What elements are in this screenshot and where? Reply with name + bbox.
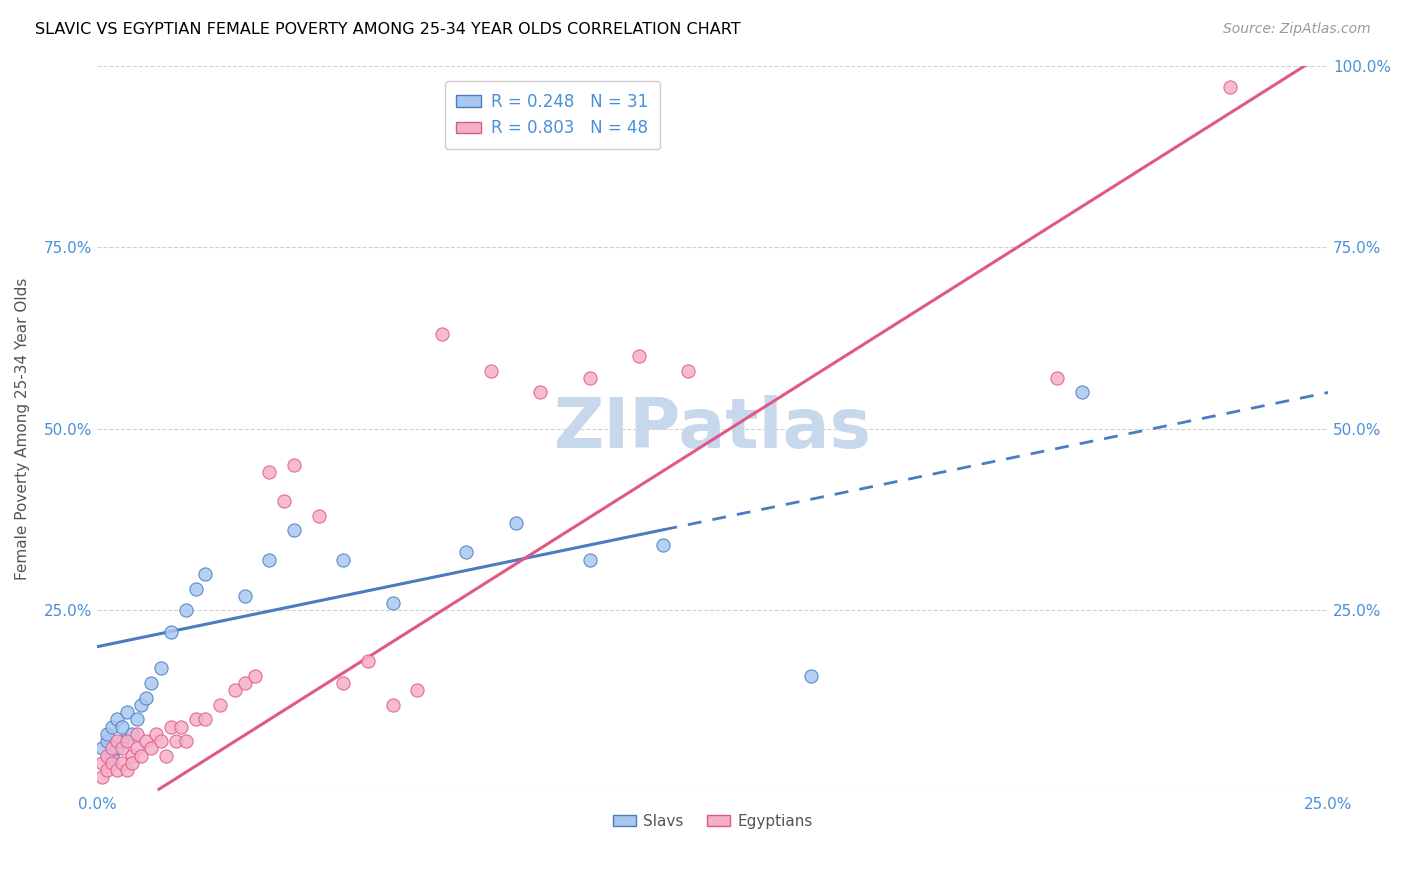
Point	[381, 596, 404, 610]
Point	[283, 458, 305, 472]
Point	[357, 654, 380, 668]
Point	[105, 712, 128, 726]
Point	[283, 524, 305, 538]
Point	[150, 734, 173, 748]
Point	[105, 741, 128, 756]
Point	[165, 734, 187, 748]
Point	[101, 748, 124, 763]
Point	[332, 676, 354, 690]
Point	[259, 552, 281, 566]
Point	[115, 705, 138, 719]
Point	[456, 545, 478, 559]
Point	[96, 748, 118, 763]
Point	[578, 371, 600, 385]
Point	[101, 720, 124, 734]
Point	[184, 712, 207, 726]
Text: Source: ZipAtlas.com: Source: ZipAtlas.com	[1223, 22, 1371, 37]
Point	[479, 364, 502, 378]
Point	[406, 683, 429, 698]
Point	[1046, 371, 1069, 385]
Point	[111, 741, 134, 756]
Point	[96, 734, 118, 748]
Text: SLAVIC VS EGYPTIAN FEMALE POVERTY AMONG 25-34 YEAR OLDS CORRELATION CHART: SLAVIC VS EGYPTIAN FEMALE POVERTY AMONG …	[35, 22, 741, 37]
Point	[529, 385, 551, 400]
Point	[224, 683, 246, 698]
Point	[115, 763, 138, 777]
Point	[273, 494, 295, 508]
Point	[209, 698, 232, 712]
Point	[332, 552, 354, 566]
Point	[243, 669, 266, 683]
Point	[170, 720, 193, 734]
Point	[131, 698, 153, 712]
Point	[308, 508, 330, 523]
Point	[430, 327, 453, 342]
Point	[233, 589, 256, 603]
Point	[96, 727, 118, 741]
Point	[676, 364, 699, 378]
Point	[381, 698, 404, 712]
Point	[125, 727, 148, 741]
Point	[121, 756, 143, 770]
Point	[121, 748, 143, 763]
Y-axis label: Female Poverty Among 25-34 Year Olds: Female Poverty Among 25-34 Year Olds	[15, 277, 30, 580]
Point	[111, 720, 134, 734]
Point	[105, 734, 128, 748]
Point	[131, 748, 153, 763]
Point	[1071, 385, 1094, 400]
Point	[150, 661, 173, 675]
Point	[652, 538, 675, 552]
Point	[800, 669, 823, 683]
Point	[1219, 80, 1241, 95]
Point	[259, 466, 281, 480]
Legend: Slavs, Egyptians: Slavs, Egyptians	[606, 808, 818, 835]
Point	[155, 748, 177, 763]
Point	[174, 734, 197, 748]
Point	[121, 727, 143, 741]
Point	[194, 712, 217, 726]
Point	[125, 712, 148, 726]
Point	[115, 734, 138, 748]
Point	[91, 756, 114, 770]
Point	[160, 625, 183, 640]
Point	[96, 763, 118, 777]
Point	[141, 741, 163, 756]
Point	[135, 690, 157, 705]
Point	[627, 349, 650, 363]
Point	[135, 734, 157, 748]
Point	[111, 734, 134, 748]
Point	[174, 603, 197, 617]
Point	[505, 516, 527, 531]
Point	[233, 676, 256, 690]
Point	[105, 763, 128, 777]
Point	[91, 771, 114, 785]
Point	[578, 552, 600, 566]
Point	[145, 727, 167, 741]
Point	[141, 676, 163, 690]
Point	[194, 567, 217, 582]
Point	[184, 582, 207, 596]
Point	[101, 756, 124, 770]
Point	[111, 756, 134, 770]
Point	[91, 741, 114, 756]
Text: ZIPatlas: ZIPatlas	[554, 395, 872, 462]
Point	[160, 720, 183, 734]
Point	[101, 741, 124, 756]
Point	[125, 741, 148, 756]
